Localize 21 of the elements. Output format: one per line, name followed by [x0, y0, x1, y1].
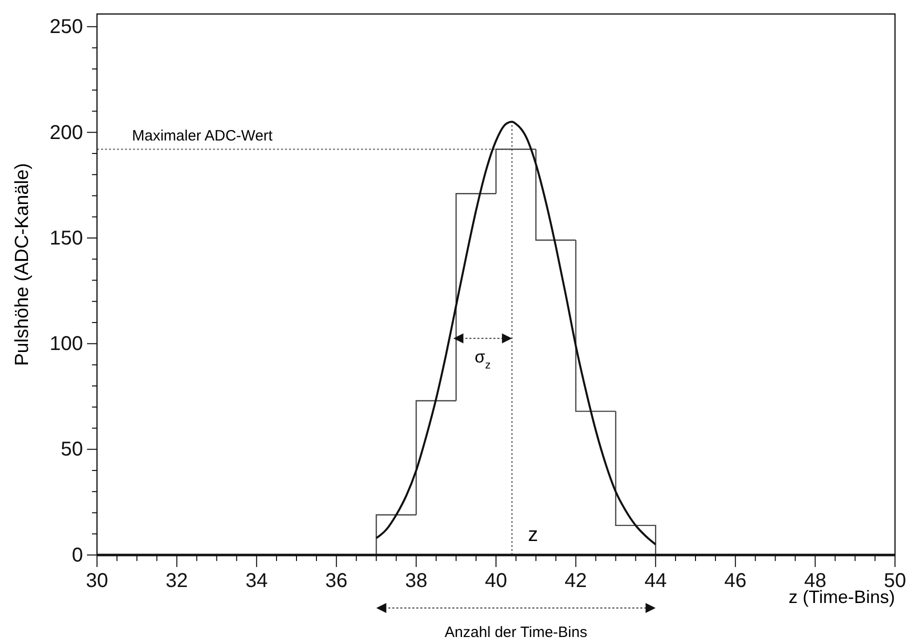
y-tick-label: 50: [60, 438, 83, 461]
text: Anzahl der Time-Bins: [444, 624, 588, 641]
x-tick-label: 38: [405, 570, 428, 592]
y-tick-label: 150: [50, 227, 83, 250]
y-tick-label: 200: [50, 122, 83, 144]
x-axis-title: z (Time-Bins): [788, 587, 895, 607]
x-tick-label: 32: [166, 570, 188, 592]
ref-line-label: z: [528, 524, 538, 546]
annotation: σ$_{z}$: [474, 347, 491, 372]
y-axis-title: Pulshöhe (ADC-Kanäle): [12, 163, 33, 366]
y-tick-label: 0: [72, 544, 83, 566]
x-tick-label: 36: [325, 570, 348, 592]
x-tick-label: 46: [724, 570, 747, 592]
ref-line-label: Maximaler ADC-Wert: [132, 127, 274, 144]
y-tick-label: 100: [50, 333, 83, 356]
x-tick-label: 40: [484, 570, 508, 592]
x-tick-label: 42: [564, 570, 587, 592]
x-tick-label: 30: [86, 570, 108, 592]
x-tick-label: 44: [644, 570, 667, 592]
y-tick-label: 250: [50, 16, 83, 38]
x-tick-label: 34: [245, 570, 268, 592]
